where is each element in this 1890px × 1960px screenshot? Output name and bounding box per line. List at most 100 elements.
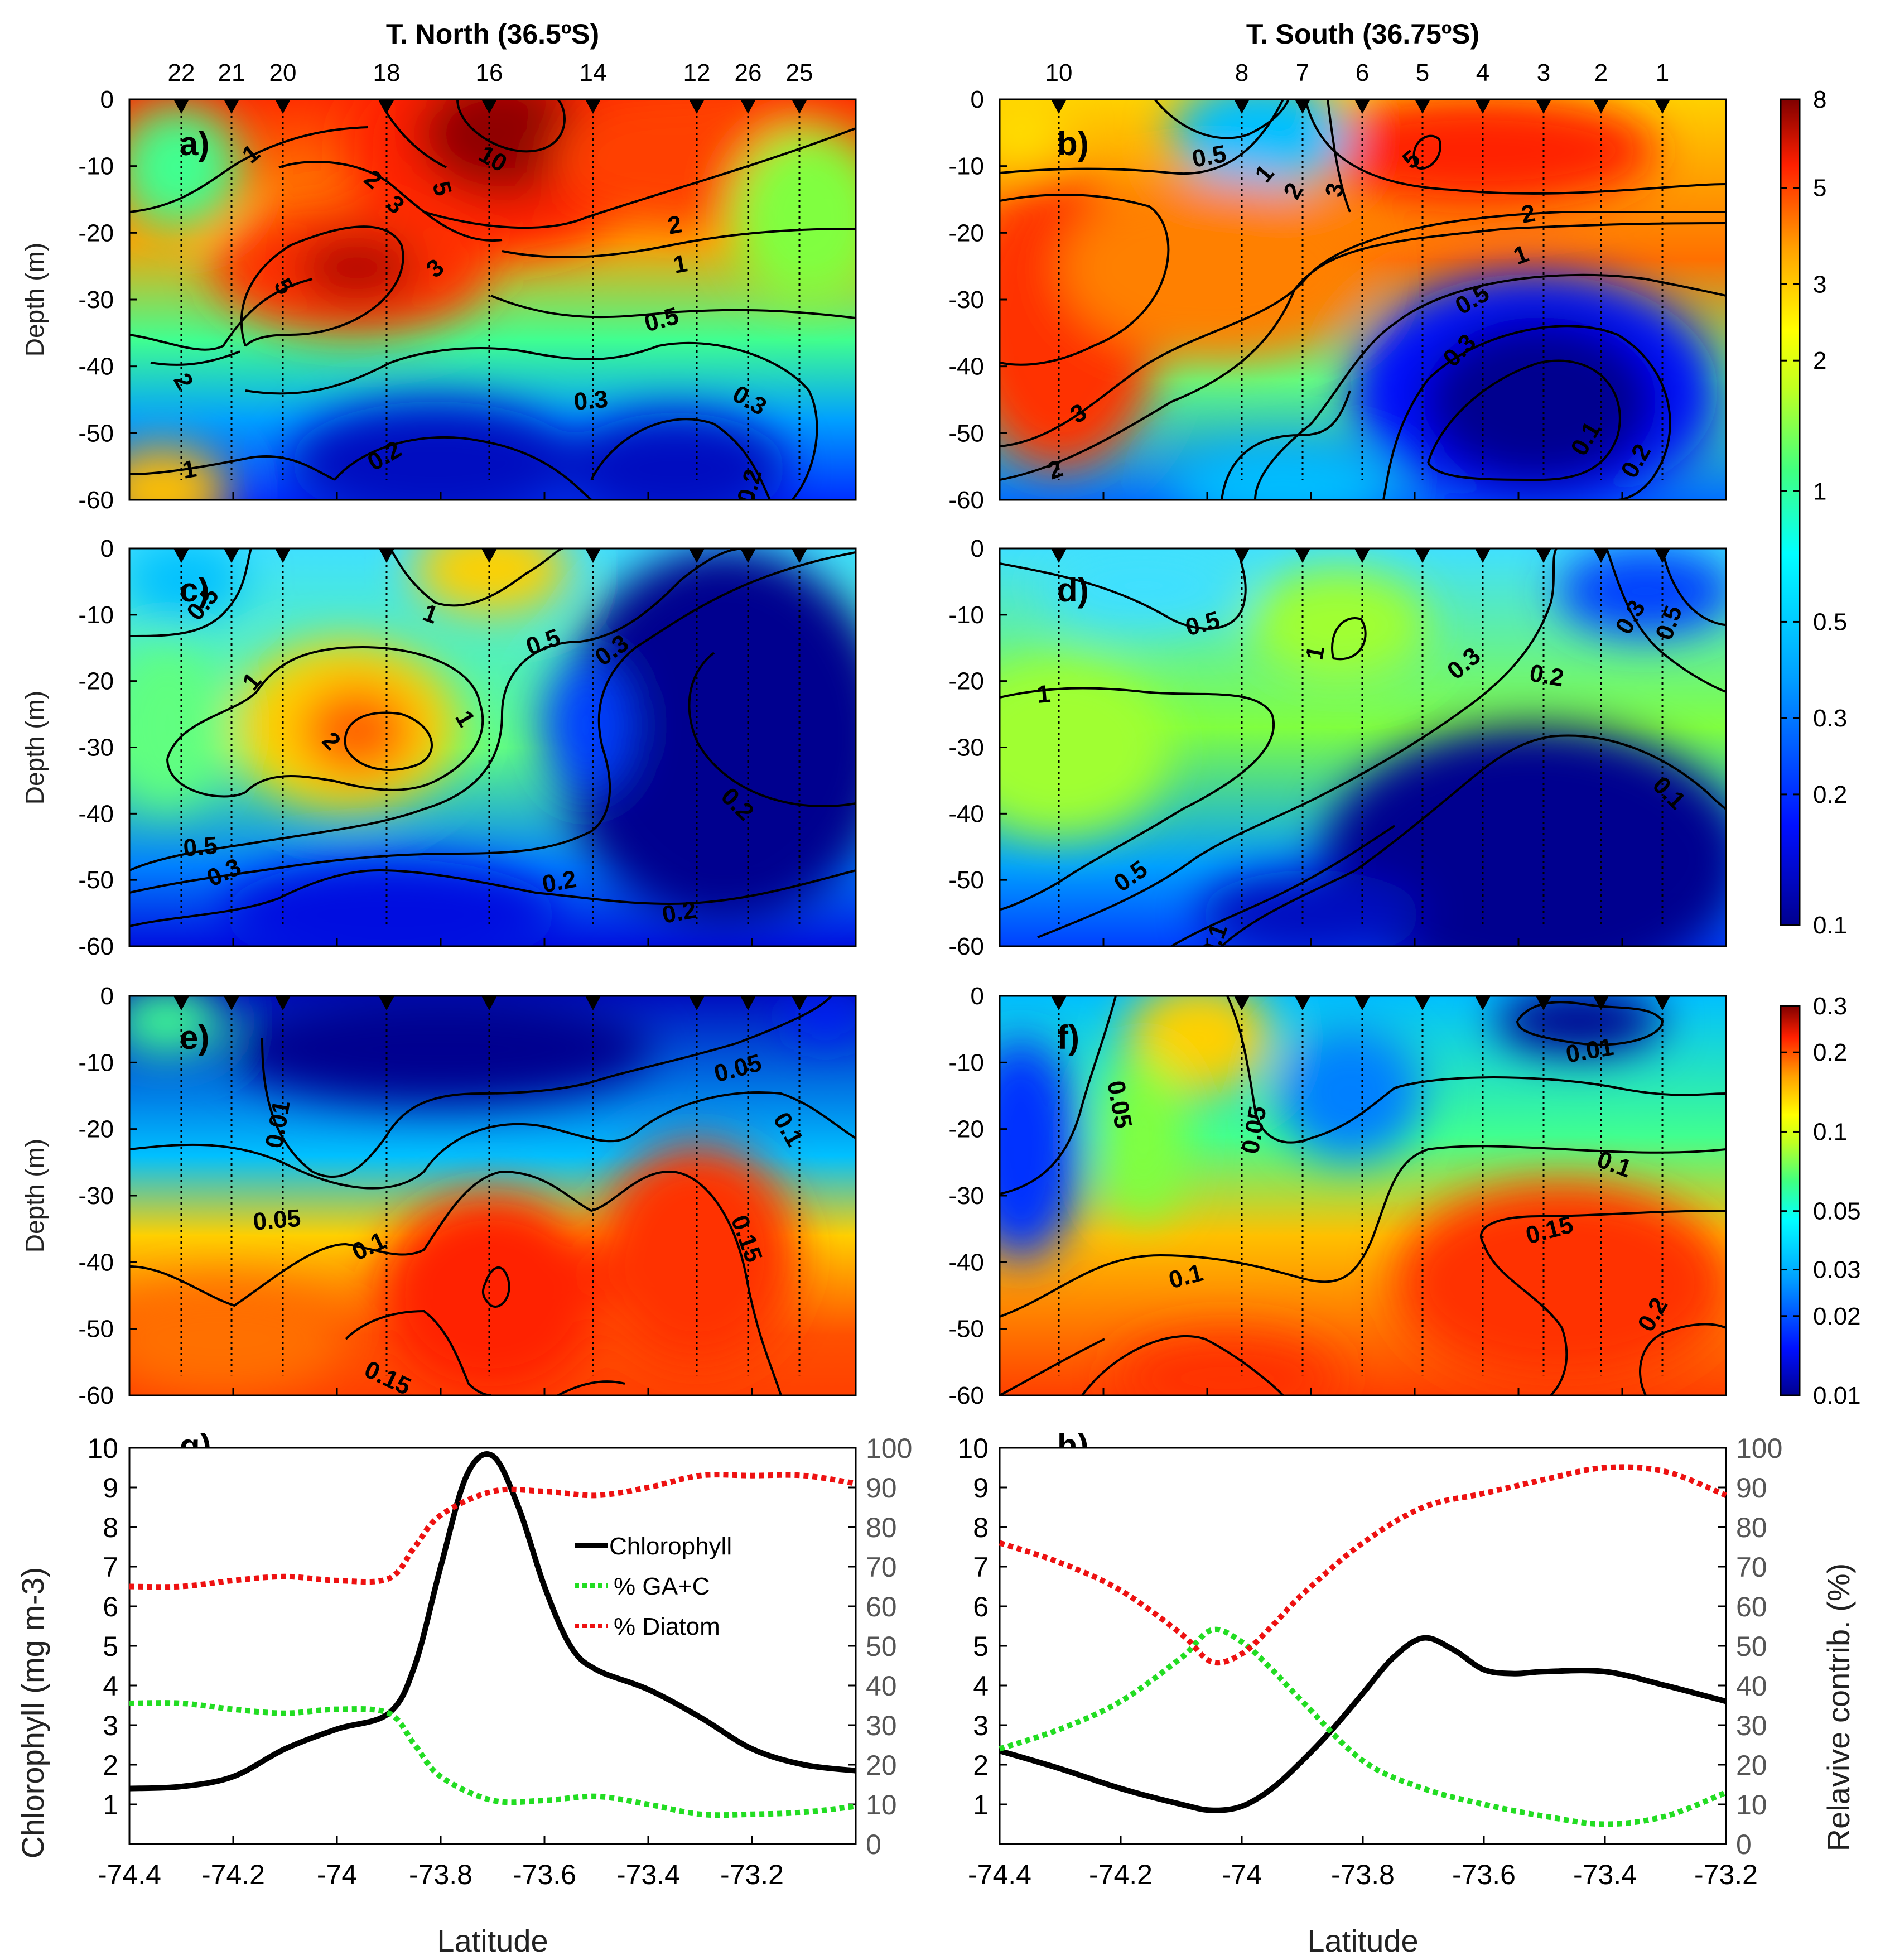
- station-marker: [1593, 548, 1609, 563]
- depth-tick-label: -20: [948, 668, 984, 695]
- station-marker: [1051, 548, 1067, 563]
- colorbar-chlorophyll: 8 5 3 2 1 0.5 0.3 0.2 0.1: [1780, 86, 1847, 939]
- station-marker: [1475, 99, 1491, 114]
- depth-tick-label: -10: [78, 601, 114, 629]
- station-label: 2: [1594, 59, 1608, 86]
- station-marker: [1593, 996, 1609, 1010]
- panel-label-d: d): [1057, 571, 1089, 609]
- colorbar-tick-label: 5: [1813, 175, 1826, 202]
- y2-tick-label: 60: [1736, 1591, 1767, 1622]
- station-marker: [1593, 99, 1609, 114]
- colorbar-tick-label: 2: [1813, 347, 1826, 374]
- depth-tick-label: -60: [948, 487, 984, 514]
- y2-tick-label: 20: [866, 1750, 897, 1781]
- depth-tick-label: -60: [78, 1382, 114, 1409]
- station-marker: [1655, 996, 1670, 1010]
- station-marker: [792, 99, 807, 114]
- depth-tick-label: -40: [948, 1249, 984, 1276]
- depth-tick-label: -50: [948, 866, 984, 894]
- y2-tick-label: 90: [866, 1472, 897, 1504]
- colorbar-tick-label: 0.5: [1813, 608, 1847, 635]
- station-marker: [1295, 548, 1310, 563]
- panel-label-a: a): [180, 125, 209, 162]
- depth-label-c: Depth (m): [20, 691, 49, 805]
- contour-label: 0.05: [252, 1205, 302, 1236]
- station-marker: [1475, 548, 1491, 563]
- colorbar-ticks: 0.3 0.2 0.1 0.05 0.03 0.02 0.01: [1781, 993, 1861, 1409]
- depth-tick-label: 0: [971, 535, 984, 562]
- depth-tick-label: -30: [948, 286, 984, 314]
- station-marker: [1536, 99, 1551, 114]
- station-marker: [740, 996, 756, 1010]
- station-marker: [1234, 99, 1250, 114]
- y2-tick-label: 50: [1736, 1631, 1767, 1662]
- x-tick-label: -73.8: [409, 1859, 472, 1890]
- station-marker: [481, 996, 497, 1010]
- y-tick-label: 4: [103, 1670, 118, 1702]
- depth-tick-label: -60: [948, 1382, 984, 1409]
- contours-f: [1000, 996, 1726, 1395]
- y-tick-label: 10: [87, 1433, 118, 1464]
- contour-label: 0.3: [573, 386, 609, 416]
- contours-d: [1000, 548, 1726, 946]
- depth-tick-label: -10: [78, 153, 114, 180]
- colorbar-tick-label: 0.03: [1813, 1256, 1861, 1284]
- depth-tick-label: -10: [948, 1049, 984, 1076]
- panel-a: 1 2 3 10 5 5 3 2 1 0.5 0.3 0.3 2 0.2 1 0…: [129, 99, 856, 500]
- x-tick-label: -73.4: [616, 1859, 680, 1890]
- station-label: 7: [1296, 59, 1309, 86]
- y2-tick-label: 40: [866, 1670, 897, 1702]
- series-chlorophyll: [999, 1635, 1727, 1813]
- y2-tick-label: 70: [1736, 1552, 1767, 1583]
- depth-tick-label: -20: [948, 219, 984, 247]
- station-label: 25: [786, 59, 813, 86]
- station-marker: [1354, 99, 1370, 114]
- x-tick-label: -73.8: [1331, 1859, 1395, 1890]
- station-marker: [740, 99, 756, 114]
- depth-tick-label: -20: [78, 668, 114, 695]
- y-tick-label: 1: [973, 1789, 989, 1821]
- depth-tick-label: -40: [78, 353, 114, 381]
- y2-tick-label: 80: [1736, 1512, 1767, 1543]
- depth-tick-label: -50: [78, 420, 114, 447]
- depth-label-e: Depth (m): [20, 1139, 49, 1253]
- station-marker: [379, 996, 394, 1010]
- depth-tick-label: -40: [948, 800, 984, 827]
- y-tick-label: 1: [103, 1789, 118, 1821]
- y2-tick-label: 70: [866, 1552, 897, 1583]
- colorbar-tick-label: 0.2: [1813, 781, 1847, 808]
- station-label: 14: [580, 59, 607, 86]
- colorbar-tick-label: 0.05: [1813, 1198, 1861, 1225]
- contour-label: 0.2: [540, 865, 578, 898]
- depth-tick-label: -10: [948, 153, 984, 180]
- panel-label-c: c): [180, 571, 209, 609]
- station-marker: [689, 996, 705, 1010]
- y2-tick-label: 30: [1736, 1710, 1767, 1741]
- contours-c: [129, 548, 856, 927]
- panel-b-field: 0.5 1 2 3 5 2 1 0.5 0.3 3 0.1 0.2 2: [1000, 99, 1726, 500]
- colorbar-tick-label: 0.01: [1813, 1382, 1861, 1409]
- station-marker: [792, 548, 807, 563]
- panel-e: 0.01 0.05 0.1 0.05 0.1 0.15 0.15: [129, 996, 856, 1395]
- y2-tick-label: 80: [866, 1512, 897, 1543]
- station-marker: [379, 99, 394, 114]
- station-label: 18: [373, 59, 401, 86]
- contour-label: 0.5: [1190, 140, 1228, 173]
- title-south: T. South (36.75ºS): [1246, 18, 1479, 50]
- station-marker: [224, 548, 239, 563]
- station-marker: [224, 996, 239, 1010]
- x-tick-label: -74.2: [201, 1859, 265, 1890]
- station-marker: [1354, 996, 1370, 1010]
- station-marker: [1295, 99, 1310, 114]
- contour-label: 1: [1036, 680, 1052, 709]
- station-marker: [1536, 996, 1551, 1010]
- station-marker: [585, 548, 601, 563]
- station-labels-north: 22 21 20 18 16 14 12 26 25: [168, 59, 813, 86]
- depth-tick-label: -50: [78, 866, 114, 894]
- station-marker: [275, 99, 291, 114]
- station-label: 26: [735, 59, 762, 86]
- depth-tick-label: -20: [78, 219, 114, 247]
- y2-tick-label: 20: [1736, 1750, 1767, 1781]
- x-tick-label: -74.4: [968, 1859, 1031, 1890]
- depth-tick-label: -10: [78, 1049, 114, 1076]
